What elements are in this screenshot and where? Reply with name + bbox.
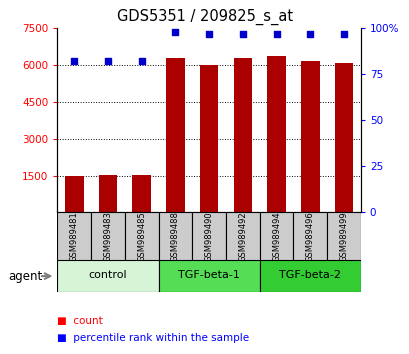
Text: TGF-beta-1: TGF-beta-1 [178, 270, 239, 280]
Bar [57, 212, 91, 260]
Text: control: control [88, 270, 127, 280]
Bar [158, 212, 192, 260]
Text: agent: agent [8, 270, 43, 282]
Point [138, 59, 145, 64]
Bar [99, 175, 117, 212]
Bar [124, 212, 158, 260]
Text: GSM989499: GSM989499 [339, 211, 348, 262]
Text: GSM989496: GSM989496 [305, 211, 314, 262]
Bar [166, 58, 184, 212]
Bar [259, 212, 293, 260]
Text: GSM989490: GSM989490 [204, 211, 213, 262]
Bar [132, 175, 151, 212]
Bar [259, 260, 360, 292]
Text: GDS5351 / 209825_s_at: GDS5351 / 209825_s_at [117, 9, 292, 25]
Bar [91, 212, 124, 260]
Text: ■  count: ■ count [57, 316, 103, 326]
Point [71, 59, 77, 64]
Text: GSM989483: GSM989483 [103, 211, 112, 262]
Text: TGF-beta-2: TGF-beta-2 [279, 270, 340, 280]
Point [104, 59, 111, 64]
Text: GSM989485: GSM989485 [137, 211, 146, 262]
Text: GSM989488: GSM989488 [171, 211, 180, 262]
Bar [65, 176, 83, 212]
Text: GSM989494: GSM989494 [271, 211, 280, 262]
Bar [158, 260, 259, 292]
Bar [326, 212, 360, 260]
Point [205, 31, 212, 37]
Text: GSM989481: GSM989481 [70, 211, 79, 262]
Bar [192, 212, 225, 260]
Bar [233, 58, 252, 212]
Bar [334, 63, 353, 212]
Bar [199, 65, 218, 212]
Bar [57, 260, 158, 292]
Point [306, 31, 313, 37]
Point [172, 29, 178, 35]
Point [340, 31, 346, 37]
Point [239, 31, 245, 37]
Bar [293, 212, 326, 260]
Point [272, 31, 279, 37]
Bar [300, 62, 319, 212]
Bar [267, 56, 285, 212]
Text: ■  percentile rank within the sample: ■ percentile rank within the sample [57, 333, 249, 343]
Text: GSM989492: GSM989492 [238, 211, 247, 262]
Bar [225, 212, 259, 260]
